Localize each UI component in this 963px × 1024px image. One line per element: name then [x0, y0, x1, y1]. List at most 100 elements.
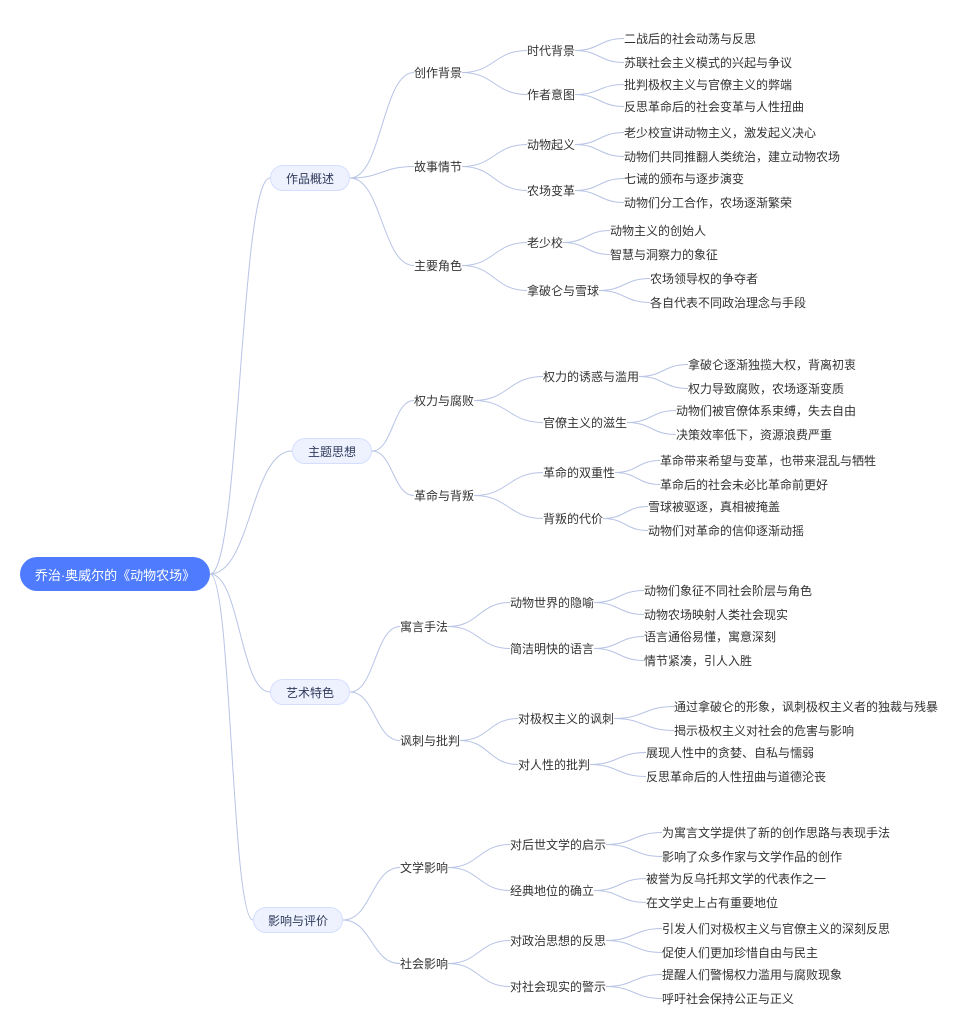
mindmap-node-imp_soc_p_2[interactable]: 促使人们更加珍惜自由与民主	[662, 944, 818, 961]
mindmap-node-ov_char[interactable]: 主要角色	[414, 257, 462, 274]
mindmap-node-l1_overview[interactable]: 作品概述	[270, 165, 350, 191]
mindmap-node-art_fab_m_1[interactable]: 动物们象征不同社会阶层与角色	[644, 582, 812, 599]
mindmap-node-art_sat_t_2[interactable]: 揭示极权主义对社会的危害与影响	[674, 722, 854, 739]
mindmap-node-th_rev_d_2[interactable]: 革命后的社会未必比革命前更好	[660, 476, 828, 493]
mindmap-node-ov_bg_int_1[interactable]: 批判极权主义与官僚主义的弊端	[624, 76, 792, 93]
mindmap-node-th_rev_b_1[interactable]: 雪球被驱逐，真相被掩盖	[648, 498, 780, 515]
mindmap-node-imp_lit_i_1[interactable]: 为寓言文学提供了新的创作思路与表现手法	[662, 824, 890, 841]
mindmap-node-ov_plot_chg_2[interactable]: 动物们分工合作，农场逐渐繁荣	[624, 194, 792, 211]
mindmap-node-ov_bg_int_2[interactable]: 反思革命后的社会变革与人性扭曲	[624, 98, 804, 115]
mindmap-node-ov_char_nap_1[interactable]: 农场领导权的争夺者	[650, 270, 758, 287]
mindmap-node-ov_char_nap_2[interactable]: 各自代表不同政治理念与手段	[650, 294, 806, 311]
mindmap-node-ov_char_maj_2[interactable]: 智慧与洞察力的象征	[610, 246, 718, 263]
mindmap-node-ov_bg_era_2[interactable]: 苏联社会主义模式的兴起与争议	[624, 54, 792, 71]
connector	[448, 941, 510, 964]
connector	[606, 845, 662, 857]
mindmap-node-ov_plot_rev_1[interactable]: 老少校宣讲动物主义，激发起义决心	[624, 124, 816, 141]
mindmap-node-l1_art[interactable]: 艺术特色	[270, 679, 350, 705]
mindmap-node-imp_lit_cla[interactable]: 经典地位的确立	[510, 882, 594, 899]
mindmap-node-imp_soc[interactable]: 社会影响	[400, 955, 448, 972]
mindmap-node-ov_char_maj_1[interactable]: 动物主义的创始人	[610, 222, 706, 239]
connector	[575, 191, 624, 203]
connector	[474, 401, 543, 423]
mindmap-node-ov_plot_rev_2[interactable]: 动物们共同推翻人类统治，建立动物农场	[624, 148, 840, 165]
mindmap-node-art_fable[interactable]: 寓言手法	[400, 618, 448, 635]
mindmap-node-th_power[interactable]: 权力与腐败	[414, 392, 474, 409]
connector	[462, 145, 527, 167]
mindmap-node-ov_plot_chg[interactable]: 农场变革	[527, 182, 575, 199]
mindmap-node-art_fab_l_1[interactable]: 语言通俗易懂，寓意深刻	[644, 628, 776, 645]
mindmap-node-art_fab_meta[interactable]: 动物世界的隐喻	[510, 594, 594, 611]
connector	[639, 365, 688, 377]
connector	[575, 85, 624, 95]
connector	[462, 167, 527, 191]
connector	[448, 627, 510, 649]
mindmap-node-th_rev_d_1[interactable]: 革命带来希望与变革，也带来混乱与牺牲	[660, 452, 876, 469]
connector	[350, 73, 414, 179]
mindmap-node-imp_soc_pol[interactable]: 对政治思想的反思	[510, 932, 606, 949]
mindmap-node-imp_soc_w_2[interactable]: 呼吁社会保持公正与正义	[662, 990, 794, 1007]
mindmap-node-th_rev_b_2[interactable]: 动物们对革命的信仰逐渐动摇	[648, 522, 804, 539]
mindmap-node-imp_lit_c_2[interactable]: 在文学史上占有重要地位	[646, 894, 778, 911]
connector	[594, 879, 646, 891]
mindmap-node-art_sat_h_2[interactable]: 反思革命后的人性扭曲与道德沦丧	[646, 768, 826, 785]
mindmap-node-th_pow_ab_1[interactable]: 拿破仑逐渐独揽大权，背离初衷	[688, 356, 856, 373]
connector	[372, 451, 414, 496]
mindmap-node-imp_lit_i_2[interactable]: 影响了众多作家与文学作品的创作	[662, 848, 842, 865]
connector	[606, 975, 662, 987]
mindmap-node-th_rev_betray[interactable]: 背叛的代价	[543, 510, 603, 527]
connector	[343, 868, 400, 921]
mindmap-node-ov_plot[interactable]: 故事情节	[414, 158, 462, 175]
connector	[563, 243, 610, 255]
mindmap-node-l1_impact[interactable]: 影响与评价	[253, 907, 343, 933]
connector	[590, 765, 646, 777]
mindmap-node-th_rev[interactable]: 革命与背叛	[414, 487, 474, 504]
mindmap-node-art_sat_t_1[interactable]: 通过拿破仑的形象，讽刺极权主义者的独裁与残暴	[674, 698, 938, 715]
connector	[599, 279, 650, 291]
connector	[462, 266, 527, 291]
mindmap-node-ov_char_nap[interactable]: 拿破仑与雪球	[527, 282, 599, 299]
mindmap-node-imp_lit_c_1[interactable]: 被誉为反乌托邦文学的代表作之一	[646, 870, 826, 887]
connector	[448, 868, 510, 891]
mindmap-node-art_fab_m_2[interactable]: 动物农场映射人类社会现实	[644, 606, 788, 623]
mindmap-node-imp_lit[interactable]: 文学影响	[400, 859, 448, 876]
mindmap-node-th_rev_dual[interactable]: 革命的双重性	[543, 464, 615, 481]
connector	[575, 179, 624, 191]
mindmap-node-art_fab_l_2[interactable]: 情节紧凑，引人入胜	[644, 652, 752, 669]
mindmap-node-art_sat_h_1[interactable]: 展现人性中的贪婪、自私与懦弱	[646, 744, 814, 761]
mindmap-node-art_sat_tot[interactable]: 对极权主义的讽刺	[518, 710, 614, 727]
connector	[210, 574, 270, 692]
connector	[575, 51, 624, 63]
mindmap-node-ov_bg_era_1[interactable]: 二战后的社会动荡与反思	[624, 30, 756, 47]
mindmap-node-ov_plot_chg_1[interactable]: 七诫的颁布与逐步演变	[624, 170, 744, 187]
mindmap-node-art_fab_lang[interactable]: 简洁明快的语言	[510, 640, 594, 657]
mindmap-node-th_pow_bur_2[interactable]: 决策效率低下，资源浪费严重	[676, 426, 832, 443]
mindmap-node-l1_theme[interactable]: 主题思想	[292, 438, 372, 464]
mindmap-node-imp_soc_warn[interactable]: 对社会现实的警示	[510, 978, 606, 995]
connector	[614, 707, 674, 719]
mindmap-node-ov_bg[interactable]: 创作背景	[414, 64, 462, 81]
connector	[575, 39, 624, 51]
connector	[350, 692, 400, 741]
mindmap-node-ov_bg_era[interactable]: 时代背景	[527, 42, 575, 59]
mindmap-node-imp_soc_w_1[interactable]: 提醒人们警惕权力滥用与腐败现象	[662, 966, 842, 983]
mindmap-node-art_sat_hum[interactable]: 对人性的批判	[518, 756, 590, 773]
mindmap-node-th_pow_abuse[interactable]: 权力的诱惑与滥用	[543, 368, 639, 385]
mindmap-node-th_pow_bur_1[interactable]: 动物们被官僚体系束缚，失去自由	[676, 402, 856, 419]
mindmap-node-imp_lit_ins[interactable]: 对后世文学的启示	[510, 836, 606, 853]
connector	[606, 941, 662, 953]
mindmap-node-ov_bg_intent[interactable]: 作者意图	[527, 86, 575, 103]
connector	[210, 451, 292, 574]
connector	[606, 987, 662, 999]
mindmap-node-root[interactable]: 乔治·奥威尔的《动物农场》	[20, 557, 210, 591]
connector	[210, 178, 270, 574]
mindmap-node-ov_char_maj[interactable]: 老少校	[527, 234, 563, 251]
connector	[210, 574, 253, 920]
connector	[462, 51, 527, 73]
mindmap-node-th_pow_bur[interactable]: 官僚主义的滋生	[543, 414, 627, 431]
mindmap-node-ov_plot_rev[interactable]: 动物起义	[527, 136, 575, 153]
mindmap-node-imp_soc_p_1[interactable]: 引发人们对极权主义与官僚主义的深刻反思	[662, 920, 890, 937]
mindmap-node-th_pow_ab_2[interactable]: 权力导致腐败，农场逐渐变质	[688, 380, 844, 397]
connector	[615, 461, 660, 473]
mindmap-node-art_satire[interactable]: 讽刺与批判	[400, 732, 460, 749]
